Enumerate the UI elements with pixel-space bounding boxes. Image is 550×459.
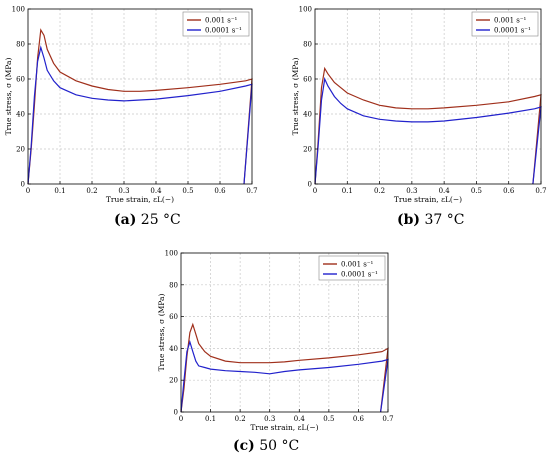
chart-panel-c: 0 0.1 0.2 0.3 0.4 0.5 0.6 0.7 0 20 40 60 80 100 True s… <box>150 243 415 433</box>
grid <box>181 253 388 412</box>
caption-c: (c) 50 °C <box>233 438 299 454</box>
x-tick-label: 0 <box>179 415 183 423</box>
y-axis-label: True stress, σ (MPa) <box>157 294 166 372</box>
legend-label: 0.001 s⁻¹ <box>494 17 527 25</box>
legend: 0.001 s⁻¹ 0.0001 s⁻¹ <box>318 255 386 281</box>
y-tick-label: 0 <box>308 181 312 189</box>
y-tick-label: 40 <box>169 345 178 353</box>
series-line-fast <box>27 28 253 185</box>
legend: 0.001 s⁻¹ 0.0001 s⁻¹ <box>182 11 250 37</box>
series-line-slow <box>314 76 542 185</box>
series-line-slow <box>180 339 389 413</box>
x-tick-label: 0 <box>313 187 317 195</box>
series-line-fast <box>314 66 542 185</box>
y-tick-label: 80 <box>16 41 25 49</box>
x-tick-label: 0.6 <box>353 415 365 423</box>
chart-svg-b: 0 0.1 0.2 0.3 0.4 0.5 0.6 0.7 0 20 40 60 80 100 True s… <box>291 6 547 205</box>
chart-panel-a: 0 0.1 0.2 0.3 0.4 0.5 0.6 0.7 0 20 40 60 80 100 True s… <box>0 0 265 205</box>
series-line-fast <box>180 322 389 413</box>
x-tick-label: 0.2 <box>86 187 97 195</box>
y-tick-label: 0 <box>21 181 25 189</box>
x-tick-label: 0.2 <box>235 415 246 423</box>
caption-temperature: 25 °C <box>140 212 181 228</box>
x-axis-label: True strain, εL(−) <box>106 195 174 204</box>
y-tick-label: 100 <box>299 6 312 14</box>
x-tick-label: 0.6 <box>214 187 226 195</box>
x-tick-label: 0 <box>26 187 30 195</box>
legend-box <box>471 11 539 37</box>
y-tick-label: 40 <box>303 111 312 119</box>
y-tick-label: 20 <box>303 146 312 154</box>
x-tick-label: 0.1 <box>205 415 216 423</box>
x-axis-label: True strain, εL(−) <box>250 423 318 432</box>
legend-label: 0.001 s⁻¹ <box>341 261 374 269</box>
legend-label: 0.0001 s⁻¹ <box>494 27 531 35</box>
caption-temperature: 50 °C <box>259 438 300 454</box>
y-tick-label: 60 <box>303 76 312 84</box>
y-tick-label: 100 <box>165 250 178 258</box>
y-tick-label: 20 <box>169 377 178 385</box>
x-tick-label: 0.2 <box>374 187 385 195</box>
x-tick-label: 0.4 <box>294 415 306 423</box>
plot-frame <box>27 8 253 185</box>
chart-panel-b: 0 0.1 0.2 0.3 0.4 0.5 0.6 0.7 0 20 40 60 80 100 True s… <box>285 0 550 205</box>
y-tick-label: 60 <box>16 76 25 84</box>
legend: 0.001 s⁻¹ 0.0001 s⁻¹ <box>471 11 539 37</box>
caption-a: (a) 25 °C <box>114 212 181 228</box>
x-tick-label: 0.7 <box>535 187 546 195</box>
y-tick-label: 60 <box>169 313 178 321</box>
x-tick-label: 0.3 <box>118 187 129 195</box>
grid <box>28 9 252 184</box>
x-tick-label: 0.6 <box>503 187 515 195</box>
plot-frame <box>180 252 389 413</box>
x-tick-label: 0.7 <box>382 415 393 423</box>
plot-frame <box>314 8 542 185</box>
y-tick-label: 100 <box>12 6 25 14</box>
x-tick-label: 0.5 <box>182 187 193 195</box>
x-tick-label: 0.1 <box>54 187 65 195</box>
caption-b: (b) 37 °C <box>397 212 464 228</box>
y-axis-label: True stress, σ (MPa) <box>291 58 300 136</box>
grid <box>315 9 541 184</box>
y-tick-label: 0 <box>174 409 178 417</box>
x-tick-label: 0.4 <box>150 187 162 195</box>
y-tick-label: 40 <box>16 111 25 119</box>
legend-box <box>182 11 250 37</box>
chart-svg-a: 0 0.1 0.2 0.3 0.4 0.5 0.6 0.7 0 20 40 60 80 100 True s… <box>4 6 258 205</box>
x-tick-label: 0.3 <box>264 415 275 423</box>
y-tick-label: 80 <box>303 41 312 49</box>
series-line-slow <box>27 45 253 185</box>
x-tick-label: 0.5 <box>471 187 482 195</box>
x-tick-label: 0.1 <box>342 187 353 195</box>
y-tick-label: 20 <box>16 146 25 154</box>
x-axis-label: True strain, εL(−) <box>394 195 462 204</box>
y-axis-label: True stress, σ (MPa) <box>4 58 13 136</box>
x-tick-label: 0.3 <box>406 187 417 195</box>
caption-letter: (a) <box>114 212 137 228</box>
caption-letter: (b) <box>397 212 421 228</box>
chart-svg-c: 0 0.1 0.2 0.3 0.4 0.5 0.6 0.7 0 20 40 60 80 100 True s… <box>157 250 394 433</box>
x-tick-label: 0.5 <box>323 415 334 423</box>
x-tick-label: 0.4 <box>439 187 451 195</box>
legend-label: 0.0001 s⁻¹ <box>341 271 378 279</box>
x-tick-label: 0.7 <box>246 187 257 195</box>
caption-temperature: 37 °C <box>424 212 465 228</box>
legend-box <box>318 255 386 281</box>
caption-letter: (c) <box>233 438 255 454</box>
y-tick-label: 80 <box>169 281 178 289</box>
legend-label: 0.001 s⁻¹ <box>205 17 238 25</box>
legend-label: 0.0001 s⁻¹ <box>205 27 242 35</box>
